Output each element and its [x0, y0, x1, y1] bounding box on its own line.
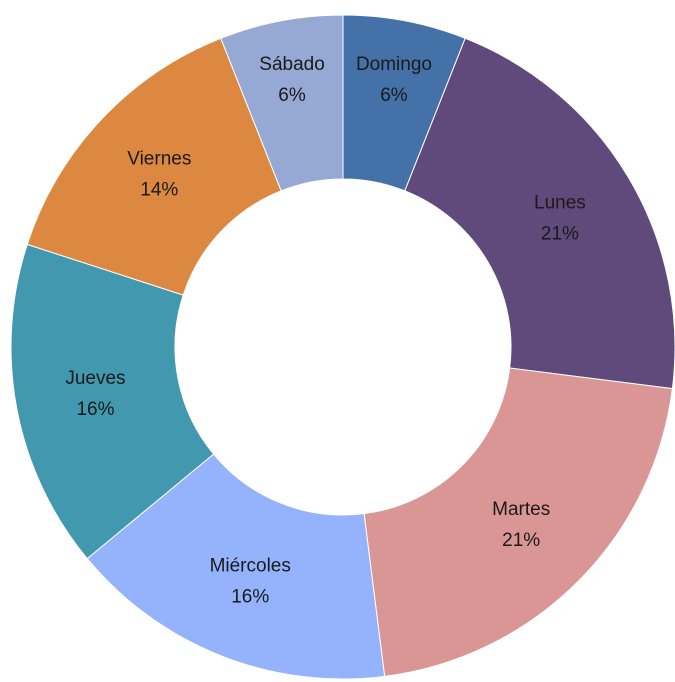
slice-label: Domingo	[356, 54, 432, 75]
slice	[10, 243, 215, 560]
slice	[363, 367, 673, 677]
slice-label: Martes	[492, 499, 550, 520]
slice	[26, 37, 282, 296]
slice-label: Viernes	[127, 149, 191, 170]
slice	[220, 14, 344, 192]
slice-value: 14%	[140, 180, 178, 201]
slice-value: 21%	[502, 530, 540, 551]
slice	[86, 453, 386, 680]
slice-value: 6%	[380, 85, 408, 106]
slice-value: 16%	[231, 586, 269, 607]
slice-value: 6%	[278, 85, 306, 106]
slice-label: Jueves	[65, 368, 125, 389]
slice-value: 16%	[76, 399, 114, 420]
slice-label: Lunes	[534, 193, 586, 214]
slice-label: Sábado	[259, 54, 325, 75]
slice-value: 21%	[541, 224, 579, 245]
slice-label: Miércoles	[210, 555, 291, 576]
